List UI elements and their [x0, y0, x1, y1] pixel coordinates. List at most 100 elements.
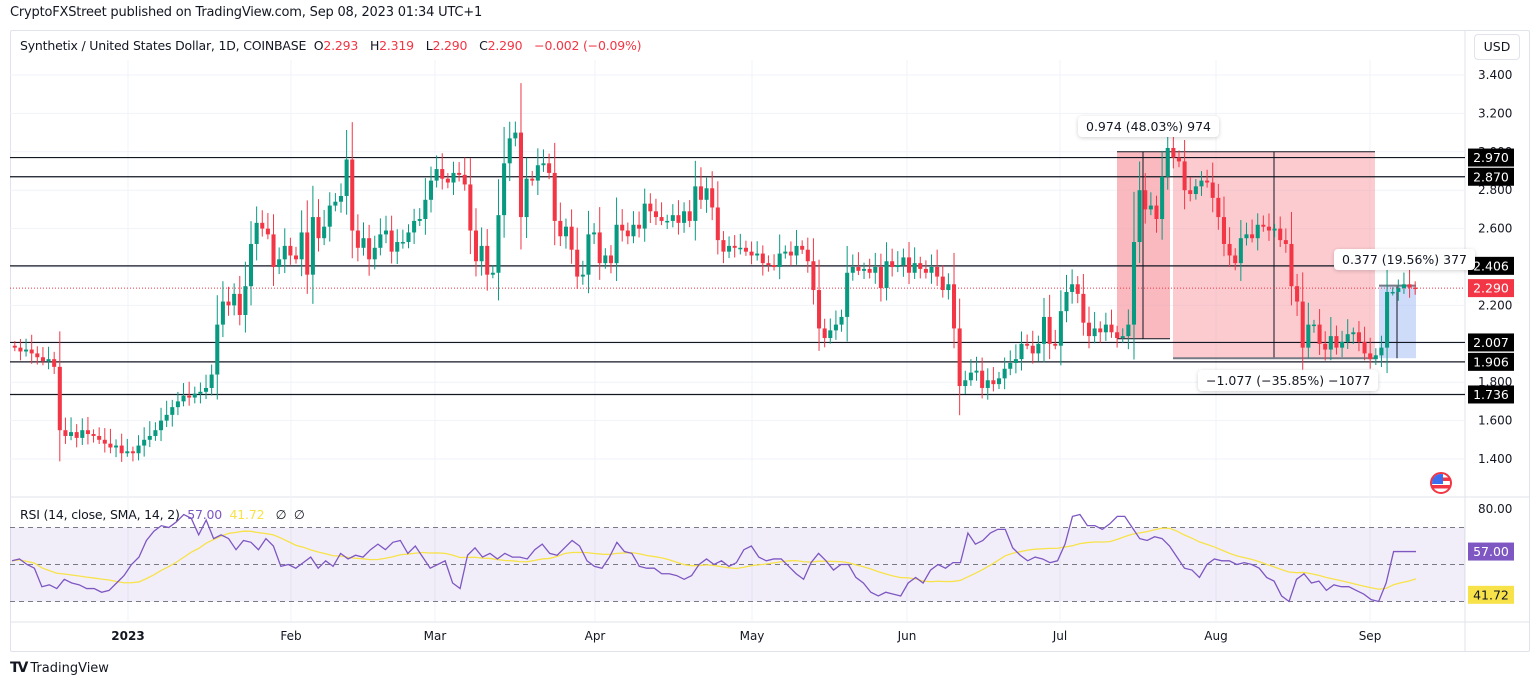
candle-body: [1036, 343, 1041, 354]
time-tick: Jul: [1052, 629, 1067, 643]
candle-body: [569, 226, 574, 250]
candle-body: [175, 401, 180, 408]
published-caption: CryptoFXStreet published on TradingView.…: [10, 5, 483, 20]
rsi-extra-1: ∅: [275, 507, 287, 522]
price-label-text: 2.970: [1473, 150, 1509, 165]
candle-body: [316, 217, 321, 239]
price-label-text: 2.870: [1473, 169, 1509, 184]
candle-body: [715, 207, 720, 241]
candle-body: [524, 178, 529, 218]
candle-body: [614, 224, 619, 264]
candle-body: [355, 230, 360, 248]
candle-body: [563, 226, 568, 237]
candle-body: [102, 439, 107, 444]
candle-body: [878, 267, 883, 289]
candle-body: [91, 434, 96, 436]
price-label: [1468, 279, 1514, 298]
candle-body: [1283, 240, 1288, 244]
candle-body: [97, 435, 102, 440]
candle-body: [232, 293, 237, 306]
price-label: [1468, 333, 1514, 352]
candle-body: [935, 267, 940, 277]
candle-body: [1362, 341, 1367, 354]
candle-body: [327, 205, 332, 227]
price-label-text: 2.007: [1473, 335, 1509, 350]
candle-body: [164, 414, 169, 421]
candle-body: [204, 387, 209, 392]
candle-body: [1120, 336, 1125, 339]
candle-body: [1081, 293, 1086, 323]
candle-body: [873, 267, 878, 273]
candle-body: [434, 169, 439, 181]
candle-body: [1210, 182, 1215, 198]
candle-body: [502, 163, 507, 216]
candle-body: [755, 253, 760, 256]
candle-body: [845, 272, 850, 317]
candle-body: [479, 245, 484, 262]
candle-body: [490, 272, 495, 275]
candle-body: [383, 230, 389, 235]
candle-body: [1244, 234, 1249, 239]
time-tick: Aug: [1204, 629, 1227, 643]
price-tick: 3.400: [1478, 68, 1512, 82]
candle-body: [951, 284, 957, 329]
candle-body: [288, 245, 293, 256]
candle-body: [271, 234, 276, 267]
candle-body: [1126, 324, 1131, 337]
candle-body: [423, 199, 428, 219]
rsi-extra-2: ∅: [293, 507, 305, 522]
currency-button[interactable]: USD: [1474, 34, 1520, 60]
candle-body: [547, 163, 552, 173]
rsi-sma-label: [1468, 585, 1514, 604]
candle-body: [513, 132, 518, 139]
candle-body: [698, 186, 703, 200]
candle-body: [198, 391, 203, 394]
price-tick: 2.600: [1478, 222, 1512, 236]
candle-body: [1165, 147, 1170, 177]
candle-body: [659, 217, 664, 221]
candle-body: [1390, 291, 1395, 294]
open-value: 2.293: [323, 38, 359, 53]
candle-body: [389, 230, 394, 252]
time-tick: Feb: [280, 629, 301, 643]
candle-body: [996, 378, 1002, 385]
candle-body: [63, 430, 68, 436]
candle-body: [1407, 284, 1412, 288]
candle-body: [114, 445, 119, 448]
candle-body: [1019, 343, 1024, 360]
time-tick: Jun: [897, 629, 917, 643]
candle-body: [535, 165, 540, 181]
candle-body: [631, 224, 636, 237]
rsi-title: RSI (14, close, SMA, 14, 2): [20, 507, 180, 522]
candle-body: [473, 230, 479, 262]
candle-body: [85, 430, 90, 435]
measure-label: 0.974 (48.03%) 974: [1078, 116, 1220, 137]
candle-body: [1356, 332, 1361, 342]
candle-body: [1058, 311, 1063, 346]
svg-text:80.00: 80.00: [1478, 502, 1512, 516]
candle-body: [1013, 359, 1018, 363]
candle-body: [237, 293, 242, 315]
candle-body: [305, 232, 310, 275]
candle-body: [923, 268, 928, 273]
candle-body: [727, 245, 732, 252]
candle-body: [895, 265, 900, 267]
measure-label: −1.077 (−35.85%) −1077: [1198, 370, 1379, 391]
svg-text:57.00: 57.00: [1473, 544, 1509, 559]
candle-body: [153, 430, 158, 436]
candle-body: [1401, 284, 1406, 289]
us-flag-icon[interactable]: [1430, 472, 1452, 494]
candle-body: [558, 220, 563, 237]
candle-body: [119, 445, 124, 454]
candle-body: [856, 267, 861, 271]
open-label: O: [313, 38, 324, 53]
candle-body: [687, 211, 692, 221]
candle-body: [929, 267, 934, 273]
candle-body: [1064, 291, 1069, 312]
candle-body: [828, 330, 833, 339]
candle-body: [209, 374, 214, 388]
candle-body: [468, 184, 473, 231]
candle-body: [552, 172, 557, 221]
candle-body: [333, 201, 338, 206]
